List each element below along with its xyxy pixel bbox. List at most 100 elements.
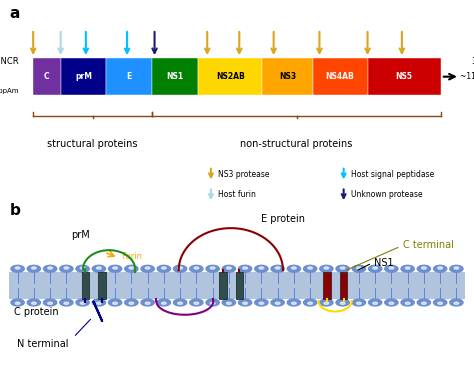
Ellipse shape [421, 302, 426, 305]
Bar [107, 58, 152, 95]
Ellipse shape [356, 267, 361, 269]
Ellipse shape [27, 265, 40, 272]
Ellipse shape [340, 267, 345, 269]
Ellipse shape [238, 265, 252, 272]
Ellipse shape [222, 265, 236, 272]
Ellipse shape [125, 299, 138, 306]
Ellipse shape [64, 302, 69, 305]
Text: N terminal: N terminal [17, 339, 68, 349]
Ellipse shape [206, 299, 219, 306]
Bar [262, 58, 312, 95]
Ellipse shape [15, 267, 20, 269]
Ellipse shape [97, 302, 101, 305]
Ellipse shape [324, 302, 329, 305]
Text: NS1: NS1 [374, 258, 394, 267]
Ellipse shape [389, 267, 394, 269]
Ellipse shape [60, 265, 73, 272]
Ellipse shape [438, 302, 443, 305]
Ellipse shape [113, 267, 118, 269]
Ellipse shape [438, 267, 443, 269]
Text: structural proteins: structural proteins [47, 139, 138, 149]
Ellipse shape [336, 265, 349, 272]
Bar [33, 58, 61, 95]
Ellipse shape [243, 302, 247, 305]
Bar [198, 58, 262, 95]
Text: C terminal: C terminal [403, 240, 454, 250]
Ellipse shape [401, 265, 414, 272]
Ellipse shape [368, 265, 382, 272]
Ellipse shape [417, 265, 430, 272]
Text: C protein: C protein [14, 307, 59, 317]
Text: Furin: Furin [121, 252, 142, 261]
Ellipse shape [64, 267, 69, 269]
Ellipse shape [434, 265, 447, 272]
Ellipse shape [450, 265, 463, 272]
Ellipse shape [320, 265, 333, 272]
Ellipse shape [292, 302, 296, 305]
Text: m⁷GpppAm: m⁷GpppAm [0, 87, 19, 94]
Text: 5'NCR: 5'NCR [0, 57, 19, 66]
Text: prM: prM [75, 72, 92, 81]
Ellipse shape [113, 302, 118, 305]
Ellipse shape [450, 299, 463, 306]
Ellipse shape [385, 265, 398, 272]
Ellipse shape [92, 299, 106, 306]
Ellipse shape [145, 267, 150, 269]
Ellipse shape [162, 267, 166, 269]
Ellipse shape [401, 299, 414, 306]
Ellipse shape [238, 299, 252, 306]
Ellipse shape [454, 302, 459, 305]
Ellipse shape [190, 299, 203, 306]
Ellipse shape [368, 299, 382, 306]
Ellipse shape [145, 302, 150, 305]
Text: Host signal peptidase: Host signal peptidase [351, 170, 434, 179]
Text: C: C [44, 72, 50, 81]
Ellipse shape [405, 302, 410, 305]
Ellipse shape [356, 302, 361, 305]
Ellipse shape [141, 265, 154, 272]
Ellipse shape [320, 299, 333, 306]
Text: non-structural proteins: non-structural proteins [240, 139, 353, 149]
Text: E: E [127, 72, 132, 81]
Ellipse shape [162, 302, 166, 305]
Ellipse shape [109, 265, 122, 272]
Text: Host furin: Host furin [218, 190, 256, 199]
Bar [152, 58, 198, 95]
Bar [9, 272, 465, 299]
Ellipse shape [31, 302, 36, 305]
Ellipse shape [421, 267, 426, 269]
Text: a: a [9, 6, 20, 21]
Ellipse shape [48, 302, 53, 305]
Bar [82, 272, 89, 299]
Ellipse shape [141, 299, 154, 306]
Ellipse shape [373, 267, 377, 269]
Ellipse shape [157, 299, 171, 306]
Bar [236, 272, 243, 299]
Ellipse shape [336, 299, 349, 306]
Ellipse shape [227, 267, 231, 269]
Ellipse shape [292, 267, 296, 269]
Text: NS4AB: NS4AB [326, 72, 355, 81]
Ellipse shape [11, 265, 24, 272]
Ellipse shape [11, 299, 24, 306]
Ellipse shape [259, 302, 264, 305]
Ellipse shape [109, 299, 122, 306]
Ellipse shape [173, 299, 187, 306]
Ellipse shape [60, 299, 73, 306]
Ellipse shape [76, 265, 89, 272]
Ellipse shape [210, 302, 215, 305]
Ellipse shape [303, 265, 317, 272]
Bar [61, 58, 107, 95]
Ellipse shape [434, 299, 447, 306]
Ellipse shape [373, 302, 377, 305]
Ellipse shape [275, 267, 280, 269]
Ellipse shape [173, 265, 187, 272]
Ellipse shape [97, 267, 101, 269]
Ellipse shape [44, 299, 57, 306]
Ellipse shape [178, 267, 182, 269]
Ellipse shape [308, 267, 312, 269]
Bar [340, 272, 347, 299]
Ellipse shape [222, 299, 236, 306]
Text: Unknown protease: Unknown protease [351, 190, 422, 199]
Ellipse shape [44, 265, 57, 272]
